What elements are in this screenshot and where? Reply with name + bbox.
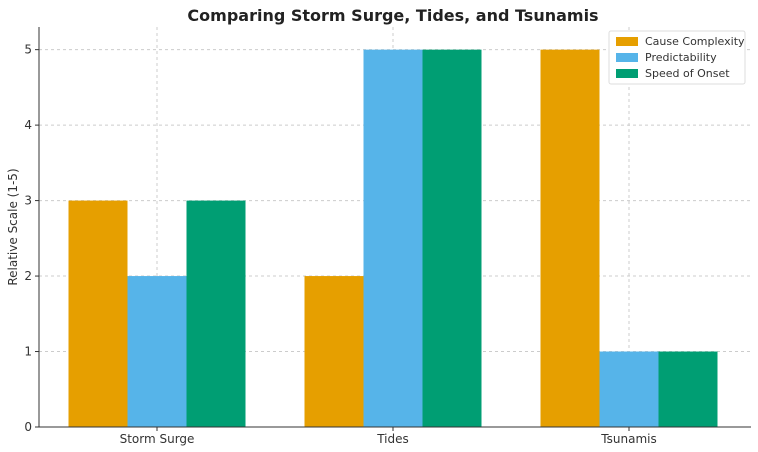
- axes: [38, 27, 751, 428]
- bar-speed-of-onset: [422, 49, 482, 427]
- bars: [68, 49, 718, 427]
- bar-cause-complexity: [68, 200, 128, 427]
- x-tick-label: Tsunamis: [600, 432, 656, 446]
- y-axis-label: Relative Scale (1-5): [6, 168, 20, 285]
- y-ticks: 0 1 2 3 4 5: [24, 43, 39, 434]
- y-tick-label: 1: [24, 345, 32, 359]
- legend-box: [608, 30, 746, 85]
- legend: Cause Complexity Predictability Speed of O…: [608, 30, 746, 85]
- x-tick-label: Tides: [376, 432, 409, 446]
- legend-label: Speed of Onset: [645, 67, 730, 80]
- y-tick-label: 2: [24, 269, 32, 283]
- legend-label: Cause Complexity: [645, 35, 745, 48]
- bar-predictability: [363, 49, 423, 427]
- bar-cause-complexity: [304, 276, 364, 427]
- bar-speed-of-onset: [658, 351, 718, 427]
- y-tick-label: 0: [24, 420, 32, 434]
- bar-cause-complexity: [540, 49, 600, 427]
- chart-title: Comparing Storm Surge, Tides, and Tsunam…: [187, 6, 598, 25]
- legend-swatch: [616, 53, 638, 62]
- legend-swatch: [616, 69, 638, 78]
- legend-swatch: [616, 37, 638, 46]
- bar-predictability: [599, 351, 659, 427]
- x-ticks: Storm Surge Tides Tsunamis: [120, 427, 657, 446]
- y-tick-label: 3: [24, 194, 32, 208]
- bar-predictability: [127, 276, 187, 427]
- y-tick-label: 5: [24, 43, 32, 57]
- y-tick-label: 4: [24, 118, 32, 132]
- x-tick-label: Storm Surge: [120, 432, 195, 446]
- bar-speed-of-onset: [186, 200, 246, 427]
- legend-label: Predictability: [645, 51, 717, 64]
